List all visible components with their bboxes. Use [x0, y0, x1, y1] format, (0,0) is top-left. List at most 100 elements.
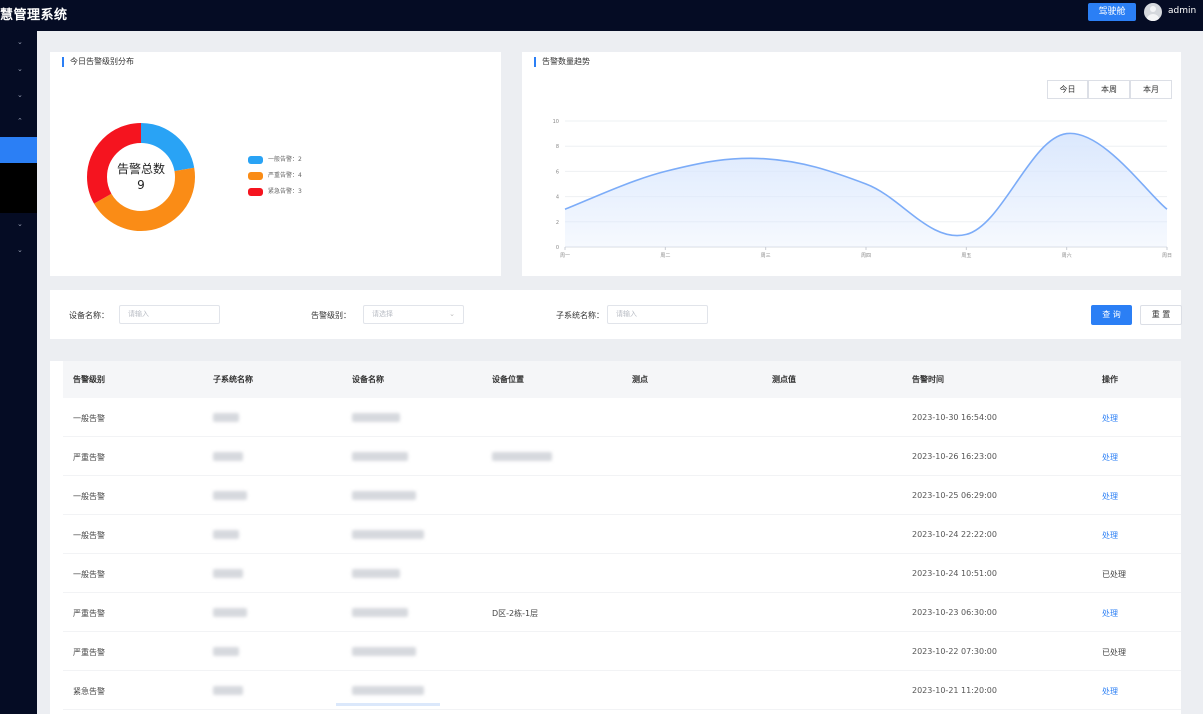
alarm-level-select[interactable]: 请选择 ⌄: [363, 305, 464, 324]
chevron-down-icon[interactable]: ⌄: [17, 91, 23, 99]
chevron-down-icon[interactable]: ⌄: [17, 220, 23, 228]
filter-bar: 设备名称： 请输入 告警级别： 请选择 ⌄ 子系统名称： 请输入 查 询 重 置: [50, 290, 1182, 339]
cell-alarm-level: 严重告警: [73, 453, 105, 462]
trend-line: [564, 132, 1168, 237]
subsystem-name-label: 子系统名称：: [556, 311, 604, 320]
column-header: 测点: [632, 375, 648, 384]
handle-link[interactable]: 处理: [1102, 531, 1118, 540]
legend-swatch: [248, 188, 263, 196]
cell-alarm-time: 2023-10-23 06:30:00: [912, 608, 997, 617]
redacted-device-name: [352, 530, 424, 539]
redacted-subsystem-name: [213, 569, 243, 578]
y-tick-label: 8: [556, 144, 559, 150]
redacted-subsystem-name: [213, 491, 247, 500]
alarm-table: 告警级别 子系统名称 设备名称 设备位置 测点 测点值 告警时间 操作 一般告警…: [50, 361, 1181, 714]
redacted-device-name: [352, 452, 408, 461]
y-tick-label: 2: [556, 220, 559, 226]
legend-label: 严重告警：4: [268, 172, 302, 179]
x-tick-label: 周六: [1062, 252, 1072, 259]
chevron-down-icon[interactable]: ⌄: [17, 38, 23, 46]
donut-center-label: 告警总数: [116, 162, 165, 176]
cell-alarm-level: 一般告警: [73, 570, 105, 579]
donut-slice-2[interactable]: [87, 123, 195, 231]
cell-alarm-time: 2023-10-24 22:22:00: [912, 530, 997, 539]
cell-alarm-time: 2023-10-22 07:30:00: [912, 647, 997, 656]
scroll-indicator: [336, 703, 440, 706]
redacted-subsystem-name: [213, 647, 239, 656]
y-tick-label: 6: [556, 169, 559, 175]
sidebar: ⌄ ⌄ ⌄ ⌃ ⌄ ⌄: [0, 31, 37, 714]
column-header: 设备名称: [352, 375, 384, 384]
cell-device-location: D区-2栋-1层: [492, 609, 539, 618]
y-tick-label: 10: [553, 119, 559, 125]
chevron-up-icon[interactable]: ⌃: [17, 117, 23, 125]
donut-slice-1[interactable]: [87, 123, 195, 231]
cockpit-button[interactable]: 驾驶舱: [1088, 3, 1136, 21]
range-month-button[interactable]: 本月: [1130, 80, 1172, 99]
redacted-device-location: [492, 452, 552, 461]
subsystem-name-input[interactable]: 请输入: [607, 305, 708, 324]
cell-alarm-time: 2023-10-21 11:20:00: [912, 686, 997, 695]
redacted-device-name: [352, 647, 416, 656]
redacted-device-name: [352, 413, 400, 422]
y-tick-label: 4: [556, 195, 559, 201]
app-title: 慧管理系统: [0, 8, 68, 23]
column-header: 告警时间: [912, 375, 944, 384]
x-tick-label: 周三: [761, 253, 771, 259]
cell-alarm-level: 一般告警: [73, 414, 105, 423]
cell-alarm-level: 紧急告警: [73, 687, 105, 696]
table-row: 严重告警 2023-10-26 16:23:00 处理: [63, 437, 1181, 476]
redacted-device-name: [352, 569, 400, 578]
redacted-device-name: [352, 608, 408, 617]
column-header: 设备位置: [492, 375, 524, 384]
x-tick-label: 周日: [1162, 253, 1172, 259]
reset-button[interactable]: 重 置: [1140, 305, 1182, 325]
cell-status-handled: 已处理: [1102, 648, 1126, 657]
chevron-down-icon[interactable]: ⌄: [17, 246, 23, 254]
cell-alarm-level: 严重告警: [73, 648, 105, 657]
legend-swatch: [248, 156, 263, 164]
legend-label: 一般告警：2: [268, 156, 302, 163]
cell-alarm-time: 2023-10-25 06:29:00: [912, 491, 997, 500]
redacted-subsystem-name: [213, 530, 239, 539]
user-name[interactable]: admin: [1168, 6, 1197, 16]
chevron-down-icon[interactable]: ⌄: [17, 65, 23, 73]
range-today-button[interactable]: 今日: [1047, 80, 1088, 99]
cell-alarm-level: 严重告警: [73, 609, 105, 618]
redacted-subsystem-name: [213, 608, 247, 617]
column-header: 子系统名称: [213, 375, 253, 384]
query-button[interactable]: 查 询: [1091, 305, 1132, 325]
y-tick-label: 0: [556, 245, 559, 251]
x-tick-label: 周四: [861, 253, 871, 259]
handle-link[interactable]: 处理: [1102, 414, 1118, 423]
top-bar: 慧管理系统 驾驶舱 admin: [0, 0, 1203, 31]
handle-link[interactable]: 处理: [1102, 492, 1118, 501]
alarm-trend-card: 告警数量趋势 今日 本周 本月 0 2 4 6 8 10 周一 周二 周三 周四 周五 周六 周日: [522, 52, 1181, 276]
redacted-subsystem-name: [213, 413, 239, 422]
table-row: 严重告警 D区-2栋-1层 2023-10-23 06:30:00 处理: [63, 593, 1181, 632]
cell-alarm-level: 一般告警: [73, 492, 105, 501]
table-row: 紧急告警 2023-10-21 11:20:00 处理: [63, 671, 1181, 710]
alarm-trend-chart: 0 2 4 6 8 10 周一 周二 周三 周四 周五 周六 周日: [553, 119, 1172, 259]
redacted-device-name: [352, 686, 424, 695]
trend-area: [565, 133, 1167, 247]
alarm-level-donut: [87, 123, 195, 231]
handle-link[interactable]: 处理: [1102, 687, 1118, 696]
device-name-input[interactable]: 请输入: [119, 305, 220, 324]
alarm-level-placeholder: 请选择: [372, 310, 393, 318]
cell-alarm-time: 2023-10-26 16:23:00: [912, 452, 997, 461]
range-week-button[interactable]: 本周: [1088, 80, 1130, 99]
donut-center-value: 9: [137, 178, 145, 192]
table-row: 一般告警 2023-10-24 10:51:00 已处理: [63, 554, 1181, 593]
column-header: 操作: [1102, 375, 1118, 384]
avatar[interactable]: [1144, 3, 1162, 21]
cell-status-handled: 已处理: [1102, 570, 1126, 579]
sidebar-active-item[interactable]: [0, 137, 37, 163]
table-row: 一般告警 2023-10-30 16:54:00 处理: [63, 398, 1181, 437]
cell-alarm-time: 2023-10-24 10:51:00: [912, 569, 997, 578]
handle-link[interactable]: 处理: [1102, 453, 1118, 462]
table-row: 一般告警 2023-10-24 22:22:00 处理: [63, 515, 1181, 554]
handle-link[interactable]: 处理: [1102, 609, 1118, 618]
table-row: 一般告警 2023-10-25 06:29:00 处理: [63, 476, 1181, 515]
alarm-level-label: 告警级别：: [311, 311, 351, 320]
